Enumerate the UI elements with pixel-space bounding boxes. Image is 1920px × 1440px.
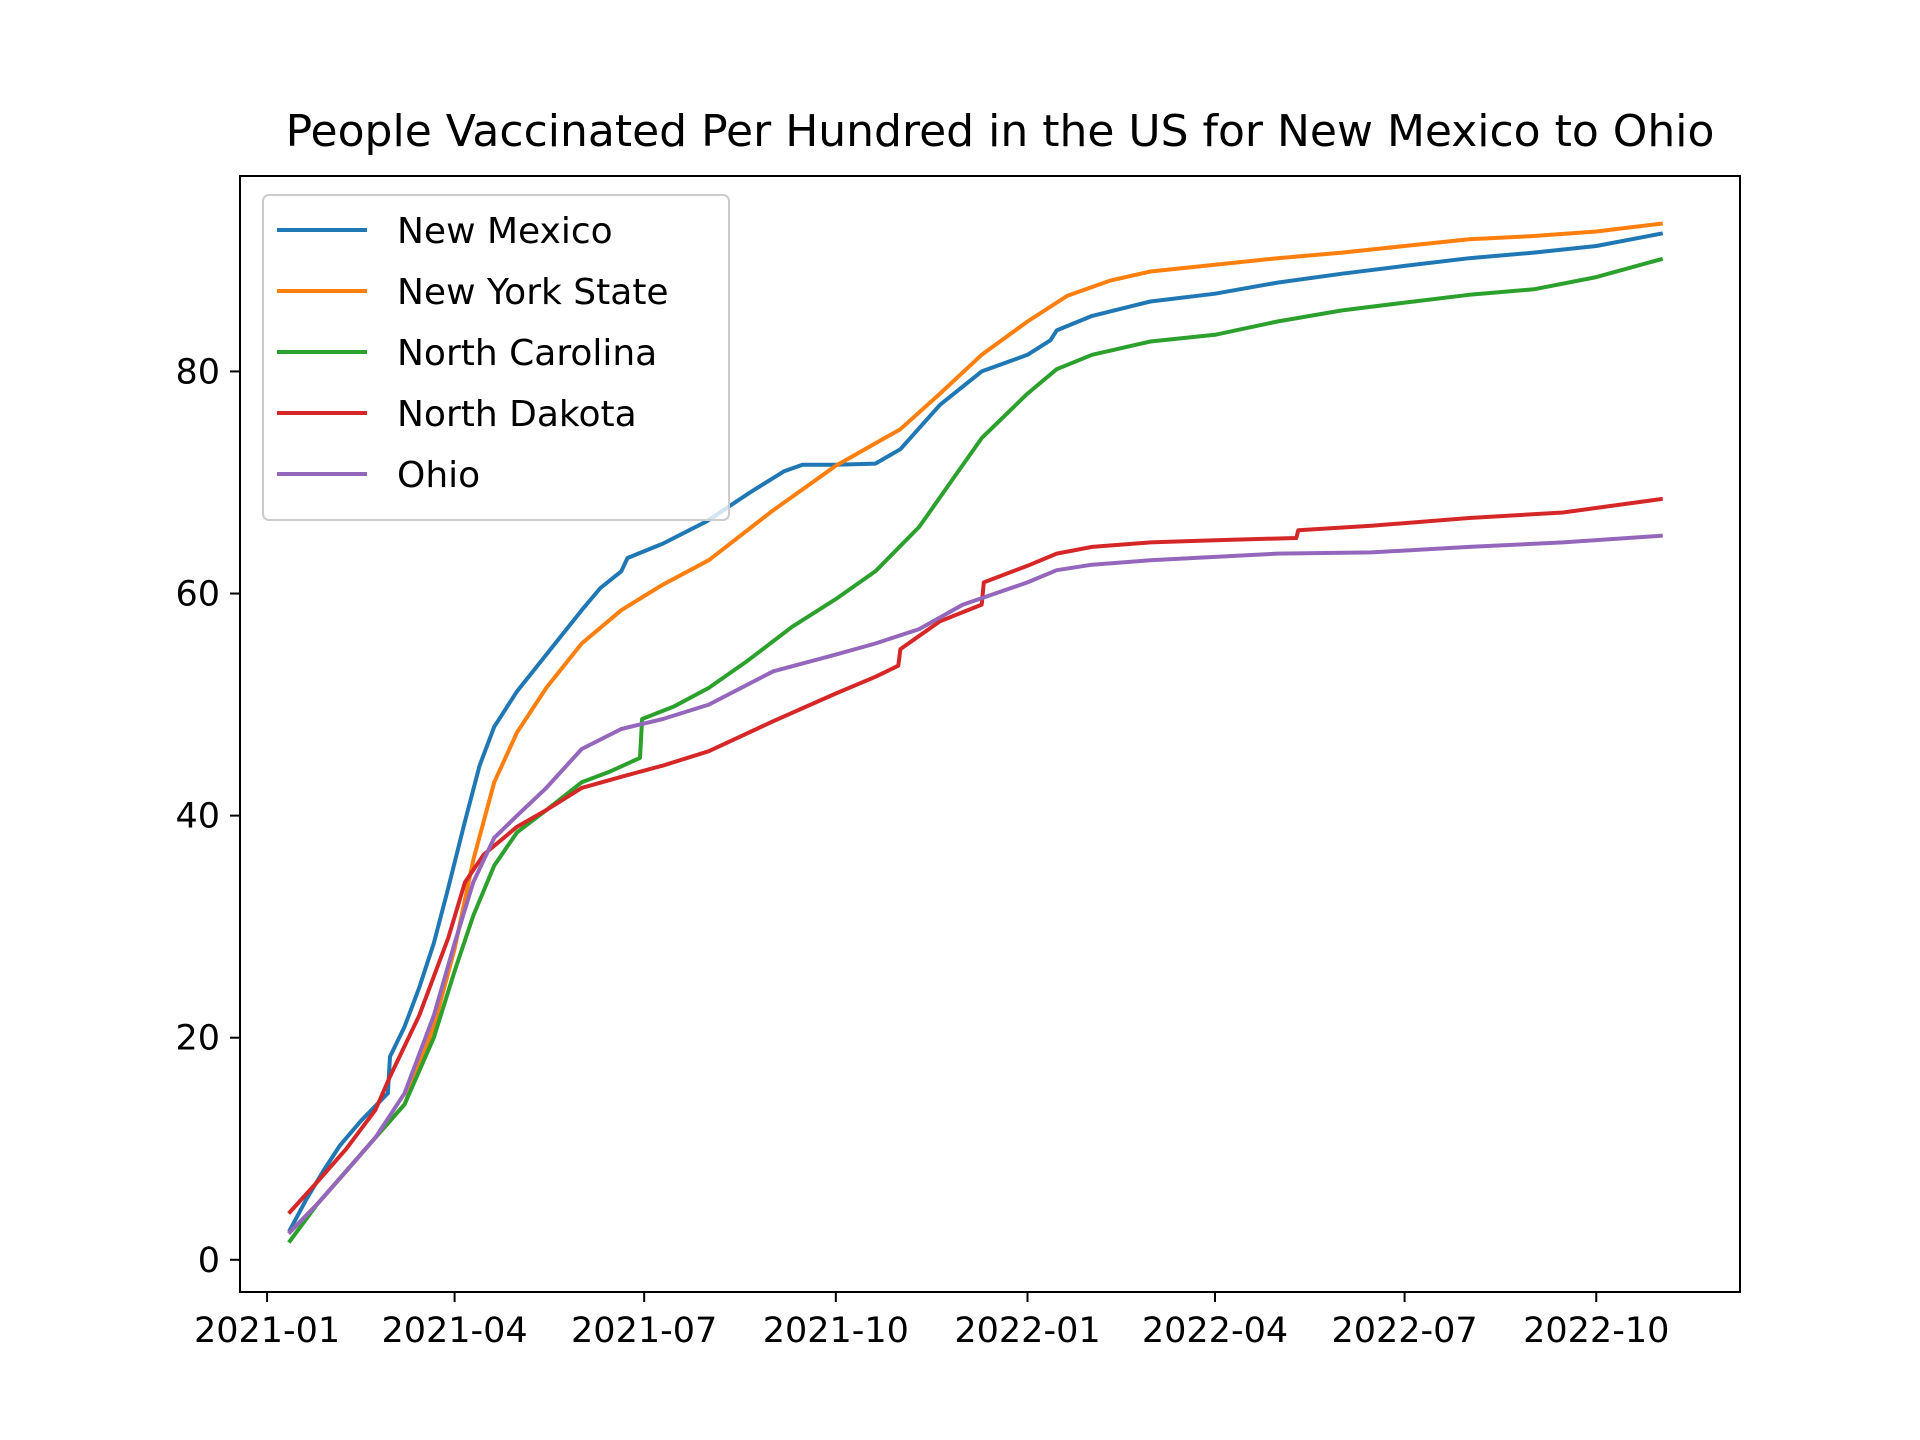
series-line-ohio: [287, 533, 1663, 1235]
x-tick-label: 2022-10: [1523, 1311, 1669, 1351]
x-tick-label: 2021-04: [381, 1311, 527, 1351]
y-tick-label: 40: [175, 797, 220, 837]
legend-box: [262, 194, 730, 521]
series-line-new-york-state: [287, 221, 1664, 1235]
x-tick-label: 2021-01: [194, 1311, 340, 1351]
legend-label: New Mexico: [397, 211, 613, 252]
x-axis: 2021-01 2021-04 2021-07 2021-10 2022-01 2022-…: [194, 1292, 1669, 1351]
legend-label: North Carolina: [397, 333, 657, 374]
y-tick-label: 20: [175, 1019, 220, 1059]
series-line-north-carolina: [287, 256, 1664, 1244]
x-tick-label: 2021-07: [571, 1311, 717, 1351]
series-line-north-dakota: [287, 496, 1664, 1215]
x-tick-label: 2022-01: [954, 1311, 1100, 1351]
chart-title: People Vaccinated Per Hundred in the US …: [286, 106, 1715, 157]
y-tick-label: 80: [175, 352, 220, 392]
legend-label: New York State: [397, 272, 669, 313]
series-layer: [287, 221, 1664, 1244]
legend-label: Ohio: [397, 455, 480, 496]
x-tick-label: 2022-04: [1142, 1311, 1288, 1351]
plot-frame: [239, 175, 1741, 1293]
y-axis: 0 20 40 60 80: [175, 352, 240, 1281]
x-tick-label: 2022-07: [1331, 1311, 1477, 1351]
y-tick-label: 0: [198, 1241, 220, 1281]
series-line-new-mexico: [287, 231, 1664, 1233]
legend: New Mexico New York State North Carolina No…: [262, 194, 730, 521]
y-tick-label: 60: [175, 575, 220, 615]
legend-label: North Dakota: [397, 394, 637, 435]
x-tick-label: 2021-10: [763, 1311, 909, 1351]
